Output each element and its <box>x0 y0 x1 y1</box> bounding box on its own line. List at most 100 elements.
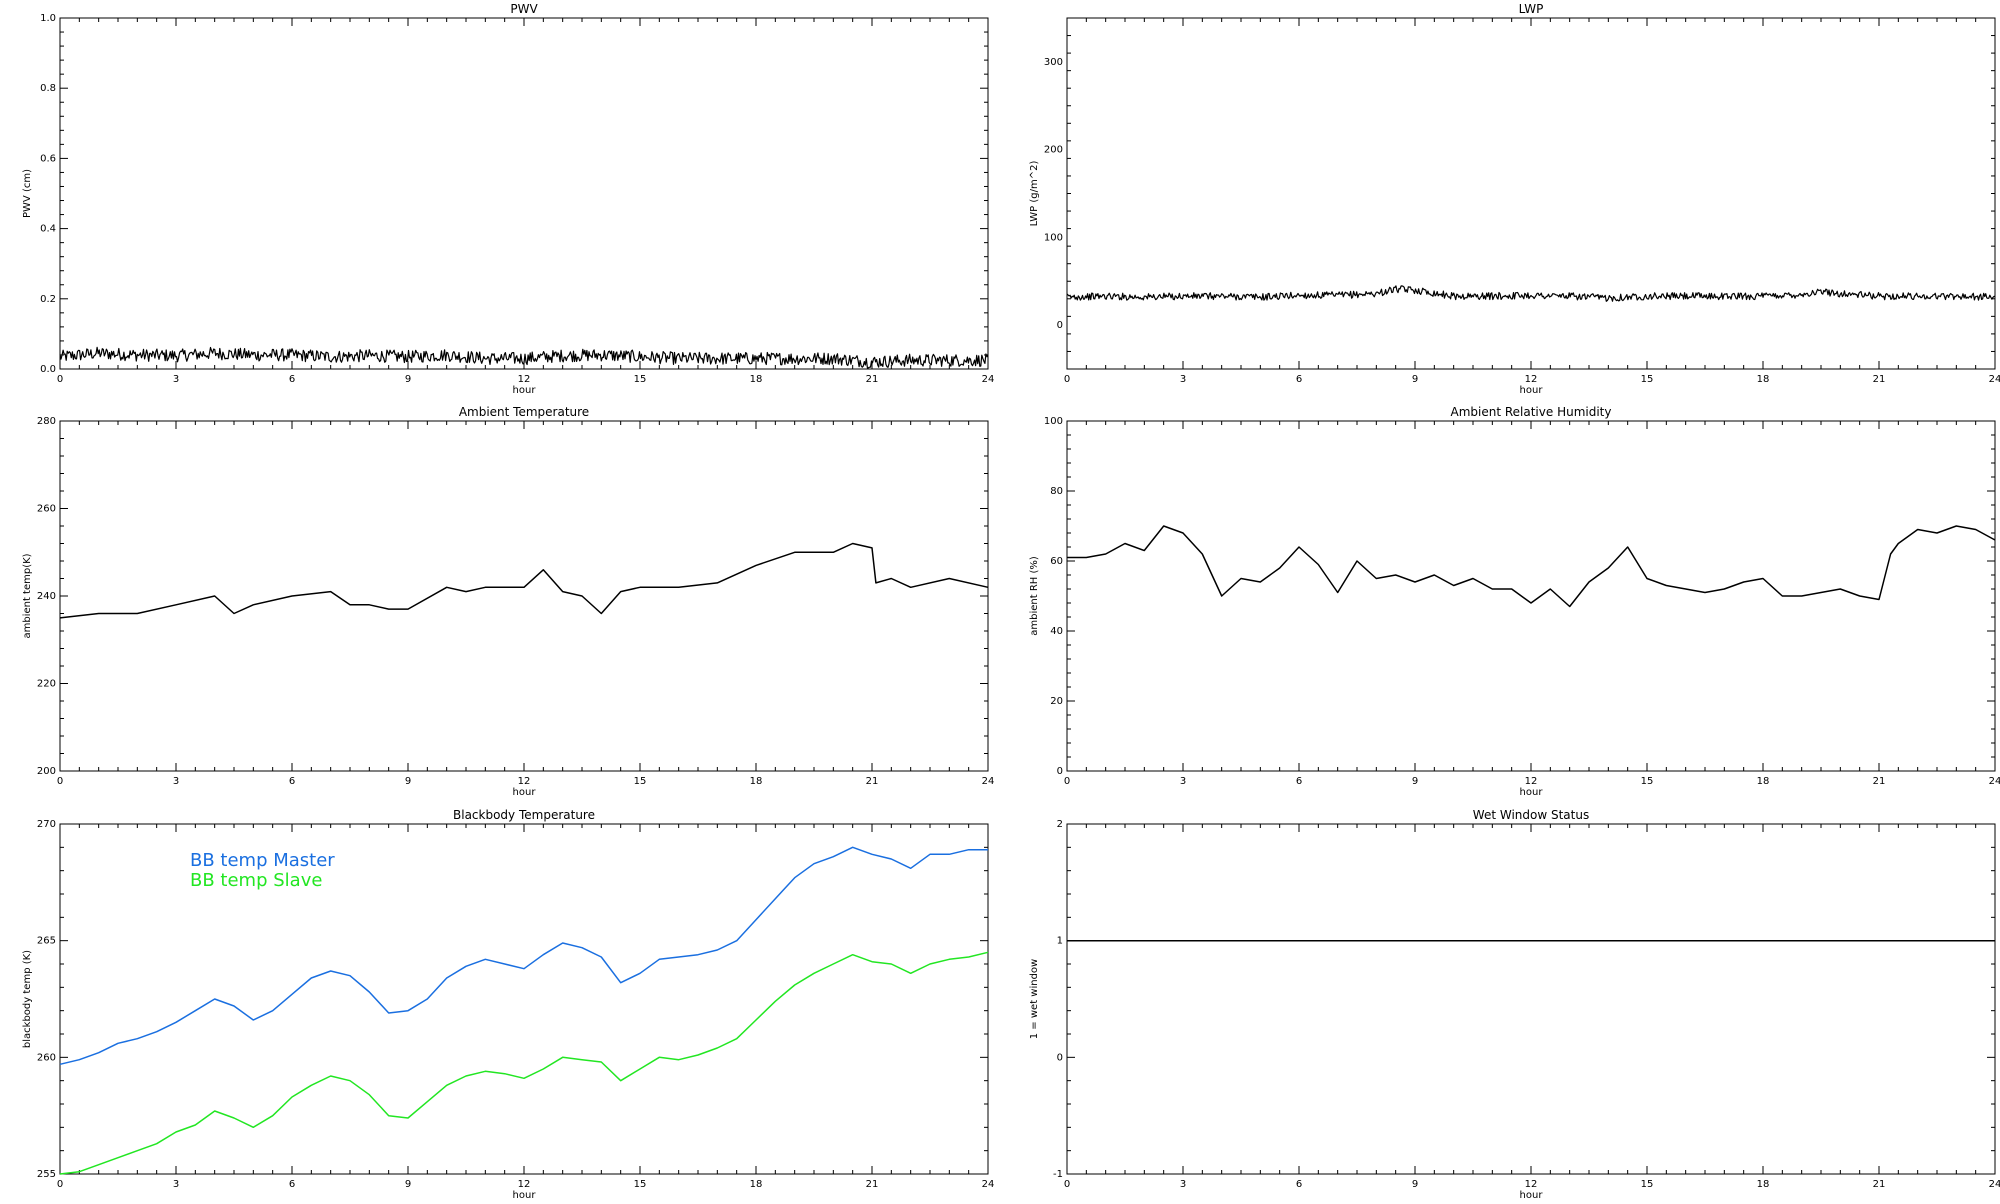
blackbody-temperature-x-tick-label: 15 <box>634 1179 647 1190</box>
ambient-temperature-x-tick-label: 9 <box>405 776 411 787</box>
blackbody-temperature-x-tick-label: 24 <box>982 1179 995 1190</box>
ambient-temperature-y-tick-label: 240 <box>37 591 56 602</box>
ambient-temperature-y-tick-label: 260 <box>37 504 56 515</box>
wet-window-x-tick-label: 6 <box>1296 1179 1302 1190</box>
blackbody-temperature-x-tick-label: 9 <box>405 1179 411 1190</box>
ambient-temperature-y-axis-label: ambient temp(K) <box>22 553 33 638</box>
pwv-y-tick-label: 0.2 <box>40 294 56 305</box>
ambient-temperature-title: Ambient Temperature <box>459 405 589 419</box>
blackbody-temperature-y-tick-label: 270 <box>37 819 56 830</box>
ambient-temperature-panel: Ambient Temperature 0 3 6 9 12 15 18 21 24 hour 200… <box>22 405 994 798</box>
wet-window-x-tick-label: 12 <box>1525 1179 1538 1190</box>
lwp-x-tick-label: 9 <box>1412 374 1418 385</box>
ambient-humidity-y-tick-label: 0 <box>1057 766 1063 777</box>
blackbody-temperature-panel: Blackbody Temperature 0 3 6 9 12 15 18 21 24 hour 2… <box>22 808 995 1201</box>
lwp-x-tick-label: 3 <box>1180 374 1186 385</box>
ambient-humidity-y-tick-label: 100 <box>1044 416 1063 427</box>
ambient-temperature-x-tick-label: 12 <box>518 776 531 787</box>
blackbody-temperature-y-tick-label: 260 <box>37 1052 56 1063</box>
ambient-temperature-plot-frame <box>59 420 989 772</box>
pwv-y-axis-label: PWV (cm) <box>22 169 33 218</box>
lwp-x-tick-label: 21 <box>1873 374 1886 385</box>
ambient-temperature-x-tick-label: 6 <box>289 776 295 787</box>
pwv-x-tick-label: 15 <box>634 374 647 385</box>
ambient-temperature-x-tick-label: 0 <box>57 776 63 787</box>
ambient-humidity-x-axis-label: hour <box>1520 787 1544 798</box>
pwv-y-tick-label: 0.6 <box>40 153 56 164</box>
wet-window-x-tick-label: 9 <box>1412 1179 1418 1190</box>
wet-window-x-tick-label: 0 <box>1064 1179 1070 1190</box>
ambient-humidity-x-tick-label: 21 <box>1873 776 1886 787</box>
pwv-x-tick-label: 18 <box>750 374 763 385</box>
pwv-x-tick-label: 21 <box>866 374 879 385</box>
pwv-x-axis-label: hour <box>513 385 537 396</box>
ambient-humidity-x-tick-label: 15 <box>1641 776 1654 787</box>
ambient-temperature-y-tick-label: 200 <box>37 766 56 777</box>
lwp-y-tick-label: 0 <box>1057 320 1063 331</box>
wet-window-title: Wet Window Status <box>1473 808 1589 822</box>
wet-window-y-tick-label: 1 <box>1057 936 1063 947</box>
ambient-temperature-x-tick-label: 18 <box>750 776 763 787</box>
ambient-humidity-series-0-line <box>1067 525 1996 608</box>
lwp-panel: LWP 0 3 6 9 12 15 18 21 24 hour 0 100 200 300 LWP (g/m^… <box>1029 2 2000 396</box>
pwv-panel: PWV 0 3 6 9 12 15 18 21 24 hour 0.0 0.2 0.4 0.6 0.8 1.0 P… <box>22 2 994 396</box>
ambient-humidity-panel: Ambient Relative Humidity 0 3 6 9 12 15 18 21 24 h… <box>1029 405 2000 798</box>
pwv-x-tick-label: 24 <box>982 374 995 385</box>
wet-window-y-tick-label: -1 <box>1053 1169 1063 1180</box>
ambient-humidity-x-tick-label: 18 <box>1757 776 1770 787</box>
pwv-x-tick-label: 6 <box>289 374 295 385</box>
blackbody-temperature-x-axis-label: hour <box>513 1190 537 1200</box>
pwv-plot-frame <box>59 17 989 370</box>
ambient-humidity-x-tick-label: 9 <box>1412 776 1418 787</box>
pwv-y-tick-label: 1.0 <box>40 13 56 24</box>
lwp-x-tick-label: 12 <box>1525 374 1538 385</box>
pwv-x-tick-label: 3 <box>173 374 179 385</box>
pwv-y-tick-label: 0.4 <box>40 224 56 235</box>
ambient-humidity-plot-frame <box>1066 420 1996 772</box>
wet-window-x-tick-label: 24 <box>1989 1179 2000 1190</box>
ambient-humidity-x-tick-label: 3 <box>1180 776 1186 787</box>
lwp-plot-frame <box>1066 17 1996 370</box>
pwv-x-tick-label: 9 <box>405 374 411 385</box>
wet-window-x-axis-label: hour <box>1520 1190 1544 1200</box>
ambient-temperature-x-tick-label: 15 <box>634 776 647 787</box>
wet-window-x-tick-label: 18 <box>1757 1179 1770 1190</box>
wet-window-plot-frame <box>1066 823 1996 1175</box>
ambient-humidity-x-tick-label: 24 <box>1989 776 2000 787</box>
pwv-y-tick-label: 0.0 <box>40 364 56 375</box>
wet-window-y-tick-label: 2 <box>1057 819 1063 830</box>
lwp-x-tick-label: 6 <box>1296 374 1302 385</box>
blackbody-temperature-title: Blackbody Temperature <box>453 808 595 822</box>
ambient-humidity-x-tick-label: 6 <box>1296 776 1302 787</box>
lwp-y-tick-label: 100 <box>1044 232 1063 243</box>
blackbody-temperature-x-tick-label: 18 <box>750 1179 763 1190</box>
blackbody-temperature-x-tick-label: 3 <box>173 1179 179 1190</box>
ambient-temperature-x-tick-label: 3 <box>173 776 179 787</box>
ambient-humidity-y-tick-label: 40 <box>1050 626 1063 637</box>
lwp-y-axis-label: LWP (g/m^2) <box>1029 161 1040 227</box>
blackbody-temperature-bb-temp-master-line <box>59 846 988 1066</box>
legend-entry: BB temp Master <box>190 850 335 871</box>
lwp-y-tick-label: 200 <box>1044 145 1063 156</box>
pwv-title: PWV <box>510 2 538 16</box>
blackbody-temperature-x-tick-label: 0 <box>57 1179 63 1190</box>
lwp-x-tick-label: 0 <box>1064 374 1070 385</box>
lwp-series-0-line <box>1066 285 1996 302</box>
wet-window-x-tick-label: 21 <box>1873 1179 1886 1190</box>
lwp-y-tick-label: 300 <box>1044 57 1063 68</box>
ambient-temperature-x-tick-label: 24 <box>982 776 995 787</box>
pwv-series-0-line <box>59 346 989 369</box>
blackbody-temperature-x-tick-label: 12 <box>518 1179 531 1190</box>
ambient-humidity-y-tick-label: 80 <box>1050 486 1063 497</box>
lwp-title: LWP <box>1519 2 1544 16</box>
ambient-temperature-series-0-line <box>59 542 989 619</box>
lwp-x-tick-label: 15 <box>1641 374 1654 385</box>
wet-window-x-tick-label: 15 <box>1641 1179 1654 1190</box>
ambient-temperature-x-tick-label: 21 <box>866 776 879 787</box>
pwv-x-tick-label: 12 <box>518 374 531 385</box>
blackbody-temperature-x-tick-label: 21 <box>866 1179 879 1190</box>
blackbody-temperature-y-tick-label: 265 <box>37 936 56 947</box>
